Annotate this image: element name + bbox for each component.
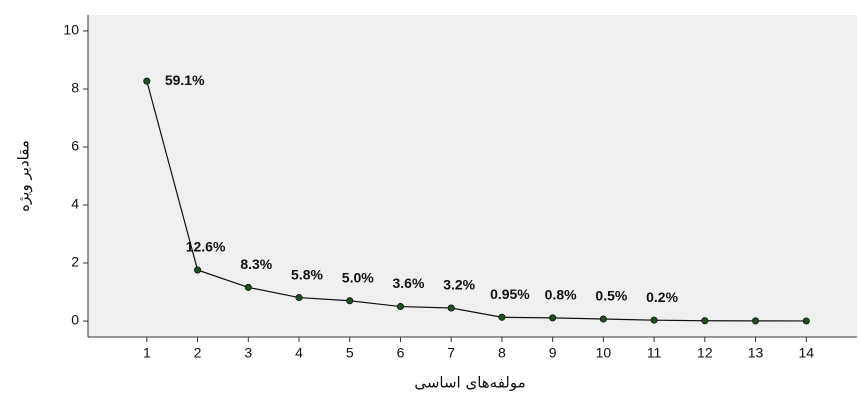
value-label: 0.8%	[545, 287, 577, 303]
x-tick-label: 6	[397, 345, 405, 361]
point	[447, 304, 455, 312]
y-tick-label: 10	[63, 22, 79, 38]
x-tick-label: 9	[549, 345, 557, 361]
x-tick-label: 8	[498, 345, 506, 361]
x-tick-label: 2	[194, 345, 202, 361]
point	[244, 283, 252, 291]
point	[752, 317, 760, 325]
value-label: 0.95%	[490, 286, 530, 302]
point	[346, 297, 354, 305]
y-tick-label: 6	[71, 138, 79, 154]
value-label: 0.5%	[595, 288, 627, 304]
value-label: 5.0%	[342, 269, 374, 285]
plot-area	[88, 15, 857, 337]
y-tick-label: 8	[71, 80, 79, 96]
y-tick-label: 4	[71, 196, 79, 212]
value-label: 3.6%	[393, 275, 425, 291]
y-axis-label: مقادیر ویژه	[15, 140, 33, 212]
x-tick-label: 14	[798, 345, 814, 361]
point	[549, 314, 557, 322]
x-tick-label: 5	[346, 345, 354, 361]
value-label: 59.1%	[165, 72, 205, 88]
x-tick-label: 4	[295, 345, 303, 361]
x-tick-label: 13	[748, 345, 764, 361]
point	[194, 266, 202, 274]
point	[143, 77, 151, 85]
x-tick-label: 12	[697, 345, 713, 361]
x-tick-label: 11	[647, 345, 662, 361]
point	[498, 313, 506, 321]
point	[396, 303, 404, 311]
y-tick-label: 0	[71, 312, 79, 328]
x-axis-label: مولفه‌های اساسی	[414, 374, 525, 392]
x-tick-label: 1	[143, 345, 151, 361]
x-tick-label: 3	[244, 345, 252, 361]
value-label: 12.6%	[186, 239, 226, 255]
line	[146, 80, 807, 322]
point	[599, 315, 607, 323]
value-label: 5.8%	[291, 266, 323, 282]
point	[295, 294, 303, 302]
x-tick-label: 10	[596, 345, 612, 361]
y-tick-label: 2	[71, 254, 79, 270]
point	[650, 316, 658, 324]
point	[701, 317, 709, 325]
x-tick-label: 7	[447, 345, 455, 361]
point	[802, 317, 810, 325]
value-label: 8.3%	[240, 256, 272, 272]
value-label: 0.2%	[646, 289, 678, 305]
value-label: 3.2%	[443, 277, 475, 293]
